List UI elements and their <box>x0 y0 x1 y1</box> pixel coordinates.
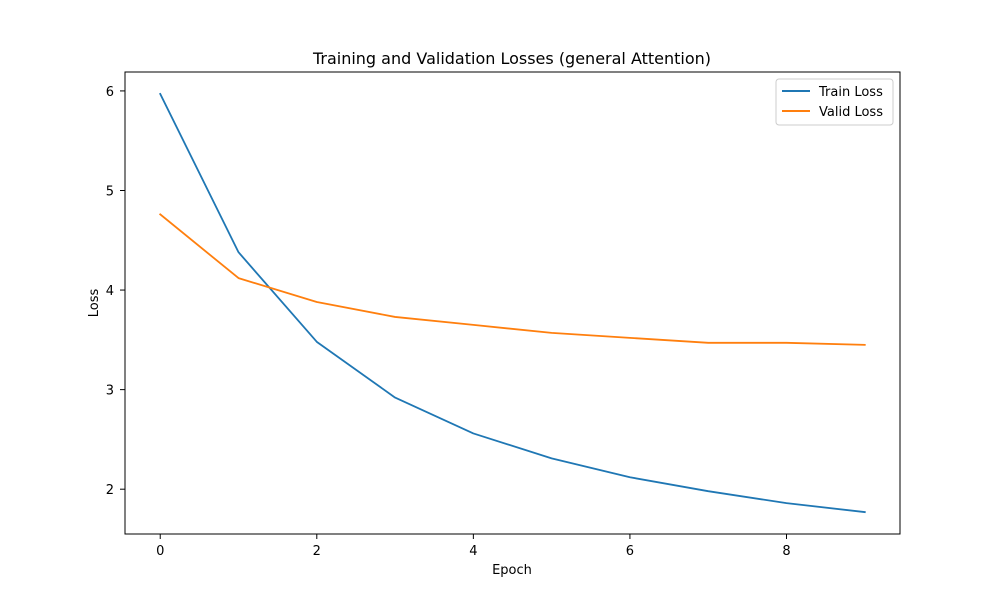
y-tick-label: 4 <box>106 284 114 299</box>
plot-area <box>124 71 901 535</box>
x-tick-label: 2 <box>313 544 321 559</box>
chart-title: Training and Validation Losses (general … <box>312 49 711 68</box>
legend: Train Loss Valid Loss <box>775 78 894 126</box>
series-line-train-loss <box>159 92 866 514</box>
y-tick-label: 2 <box>106 483 114 498</box>
legend-label-train-loss: Train Loss <box>818 85 883 100</box>
x-tick-label: 0 <box>156 544 164 559</box>
y-tick-label: 5 <box>106 184 114 199</box>
series-line-valid-loss <box>158 213 866 346</box>
x-tick-label: 6 <box>626 544 634 559</box>
x-axis: 0 2 4 6 8 <box>156 534 791 559</box>
y-axis: 2 3 4 5 6 <box>106 85 125 498</box>
x-axis-label: Epoch <box>492 563 532 578</box>
legend-label-valid-loss: Valid Loss <box>819 105 883 120</box>
y-tick-label: 3 <box>106 384 114 399</box>
y-axis-label: Loss <box>87 289 102 318</box>
y-tick-label: 6 <box>106 85 114 100</box>
series-lines <box>158 92 866 514</box>
x-tick-label: 8 <box>782 544 790 559</box>
x-tick-label: 4 <box>469 544 477 559</box>
